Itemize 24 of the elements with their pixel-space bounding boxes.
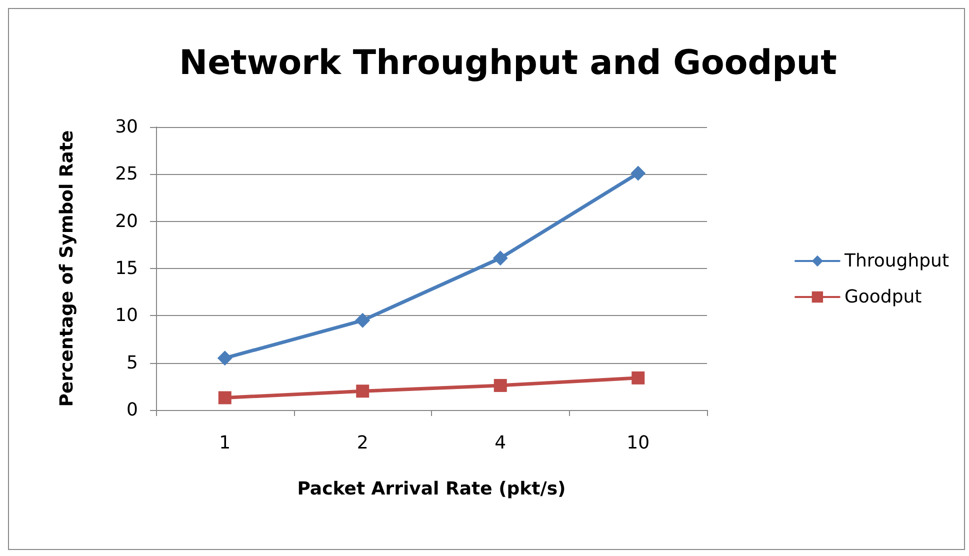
x-tick-label: 10 xyxy=(626,432,650,454)
y-tick-label: 5 xyxy=(126,352,138,374)
point xyxy=(218,391,232,404)
x-tick-label: 1 xyxy=(219,432,231,454)
y-tick-label: 20 xyxy=(115,210,138,232)
point xyxy=(630,166,646,181)
legend-label: Throughput xyxy=(843,250,950,272)
x-axis-title: Packet Arrival Rate (pkt/s) xyxy=(297,478,566,500)
y-tick-label: 15 xyxy=(115,258,138,279)
y-tick-label: 30 xyxy=(115,116,138,138)
point xyxy=(494,378,507,392)
chart-title: Network Throughput and Goodput xyxy=(179,43,837,83)
y-tick-label: 0 xyxy=(126,400,138,420)
y-tick-label: 25 xyxy=(115,164,138,185)
y-axis-title: Percentage of Symbol Rate xyxy=(56,130,78,407)
x-tick-label: 4 xyxy=(494,432,506,454)
point xyxy=(492,250,508,266)
point xyxy=(355,312,370,328)
y-tick-label: 10 xyxy=(115,305,138,326)
point xyxy=(632,371,645,384)
point xyxy=(356,384,370,398)
x-tick-label: 2 xyxy=(356,432,368,454)
legend-label: Goodput xyxy=(844,286,922,308)
point xyxy=(217,350,232,366)
